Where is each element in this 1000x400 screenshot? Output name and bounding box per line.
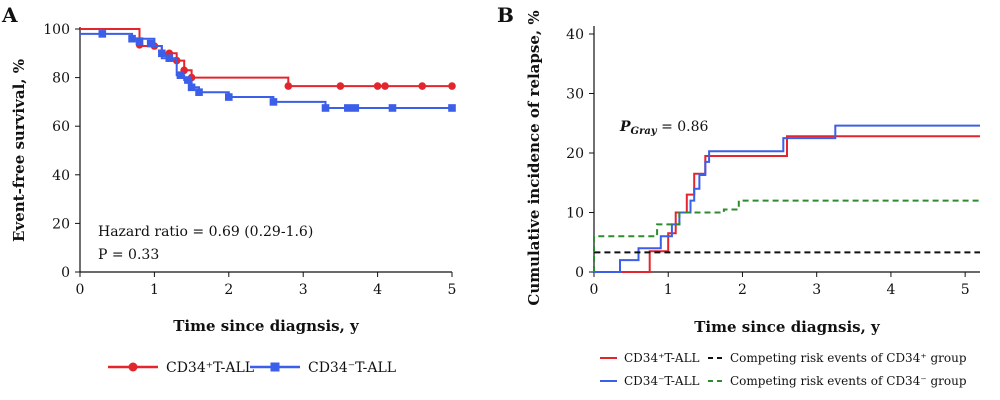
legend-blue-label: CD34⁻T-ALL <box>308 360 396 376</box>
x-axis-title: Time since diagnsis, y <box>173 317 360 335</box>
legend-red-marker <box>128 362 138 372</box>
censor-marker-blue <box>128 34 136 43</box>
panel-b-legend: CD34⁺T-ALL Competing risk events of CD34… <box>600 351 967 388</box>
panel-a-legend: CD34⁺T-ALL CD34⁻T-ALL <box>108 360 396 376</box>
legend-blue-marker <box>270 362 280 372</box>
legend-b-blue-label: CD34⁻T-ALL <box>624 374 700 388</box>
censor-marker-blue <box>98 30 107 38</box>
censor-marker-red <box>284 82 293 90</box>
x-tick-label: 5 <box>961 282 970 298</box>
x-tick-label: 4 <box>373 282 382 298</box>
panel-a-chart: A 0 20 40 60 80 100 0 1 2 3 4 5 Time since diagnsis,… <box>1 3 456 376</box>
censor-marker-blue <box>448 104 456 112</box>
x-tick-label: 4 <box>886 282 895 298</box>
censor-marker-blue <box>165 54 174 62</box>
y-tick-label: 0 <box>575 265 584 281</box>
censor-marker-blue <box>344 104 352 112</box>
panel-b-chart: B 0 10 20 30 40 0 1 2 3 4 5 Time since diagnsis, y C… <box>497 3 980 388</box>
censor-marker-red <box>381 82 389 90</box>
y-tick-label: 20 <box>566 146 584 162</box>
p-value-annotation: P = 0.33 <box>98 247 159 263</box>
x-tick-label: 3 <box>812 282 821 298</box>
censor-marker-blue <box>321 104 330 112</box>
legend-b-red-label: CD34⁺T-ALL <box>624 351 700 365</box>
y-tick-label: 60 <box>52 119 70 135</box>
y-tick-label: 80 <box>52 71 70 87</box>
panel-b-series <box>593 124 980 273</box>
x-tick-label: 1 <box>150 282 159 298</box>
y-tick-label: 30 <box>566 87 584 103</box>
incidence-line-red <box>594 135 980 273</box>
x-tick-label: 1 <box>664 282 673 298</box>
censor-marker-blue <box>146 39 155 48</box>
y-tick-label: 0 <box>61 265 70 281</box>
legend-red-label: CD34⁺T-ALL <box>166 360 254 376</box>
y-axis-title: Event-free survival, % <box>10 59 28 242</box>
censor-marker-blue <box>225 93 233 101</box>
panel-b-letter: B <box>497 3 514 27</box>
censor-marker-red <box>448 82 456 90</box>
incidence-line-green <box>593 199 980 272</box>
panel-a-axes: 0 20 40 60 80 100 0 1 2 3 4 5 Time since diagnsis, y… <box>10 22 456 335</box>
censor-marker-blue <box>269 98 278 106</box>
hazard-ratio-annotation: Hazard ratio = 0.69 (0.29-1.6) <box>98 224 313 240</box>
y-tick-label: 10 <box>566 206 584 222</box>
panel-b-axes: 0 10 20 30 40 0 1 2 3 4 5 Time since diagnsis, y Cum… <box>525 10 980 336</box>
incidence-line-blue <box>594 124 980 273</box>
censor-marker-blue <box>351 104 360 112</box>
y-tick-label: 20 <box>52 216 70 232</box>
y-tick-label: 40 <box>566 27 584 43</box>
legend-b-green-label: Competing risk events of CD34⁻ group <box>730 374 967 388</box>
censor-marker-blue <box>176 71 185 79</box>
panel-a-series <box>80 28 456 112</box>
legend-b-black-label: Competing risk events of CD34⁺ group <box>730 351 967 365</box>
censor-marker-blue <box>135 37 144 45</box>
p-gray-value: = 0.86 <box>657 119 709 135</box>
censor-marker-blue <box>187 83 196 92</box>
incidence-line-black <box>593 251 980 272</box>
censor-marker-red <box>336 82 345 90</box>
censor-marker-blue <box>184 76 192 84</box>
x-tick-label: 0 <box>76 282 85 298</box>
x-tick-label: 3 <box>299 282 308 298</box>
p-gray-p: P <box>619 119 631 135</box>
x-tick-label: 2 <box>224 282 233 298</box>
y-tick-label: 100 <box>43 22 70 38</box>
censor-marker-blue <box>195 88 203 96</box>
censor-marker-red <box>373 82 382 90</box>
x-tick-label: 5 <box>448 282 457 298</box>
y-tick-label: 40 <box>52 168 70 184</box>
x-axis-title: Time since diagnsis, y <box>694 318 881 336</box>
x-tick-label: 0 <box>590 282 599 298</box>
panel-a-letter: A <box>1 3 18 27</box>
censor-marker-blue <box>388 104 397 112</box>
y-axis-title: Cumulative incidence of relapse, % <box>525 10 543 305</box>
censor-marker-red <box>418 82 427 90</box>
p-gray-annotation: PGray = 0.86 <box>619 119 709 137</box>
censor-marker-blue <box>158 49 166 58</box>
x-tick-label: 2 <box>738 282 747 298</box>
p-gray-subscript: Gray <box>631 126 658 137</box>
